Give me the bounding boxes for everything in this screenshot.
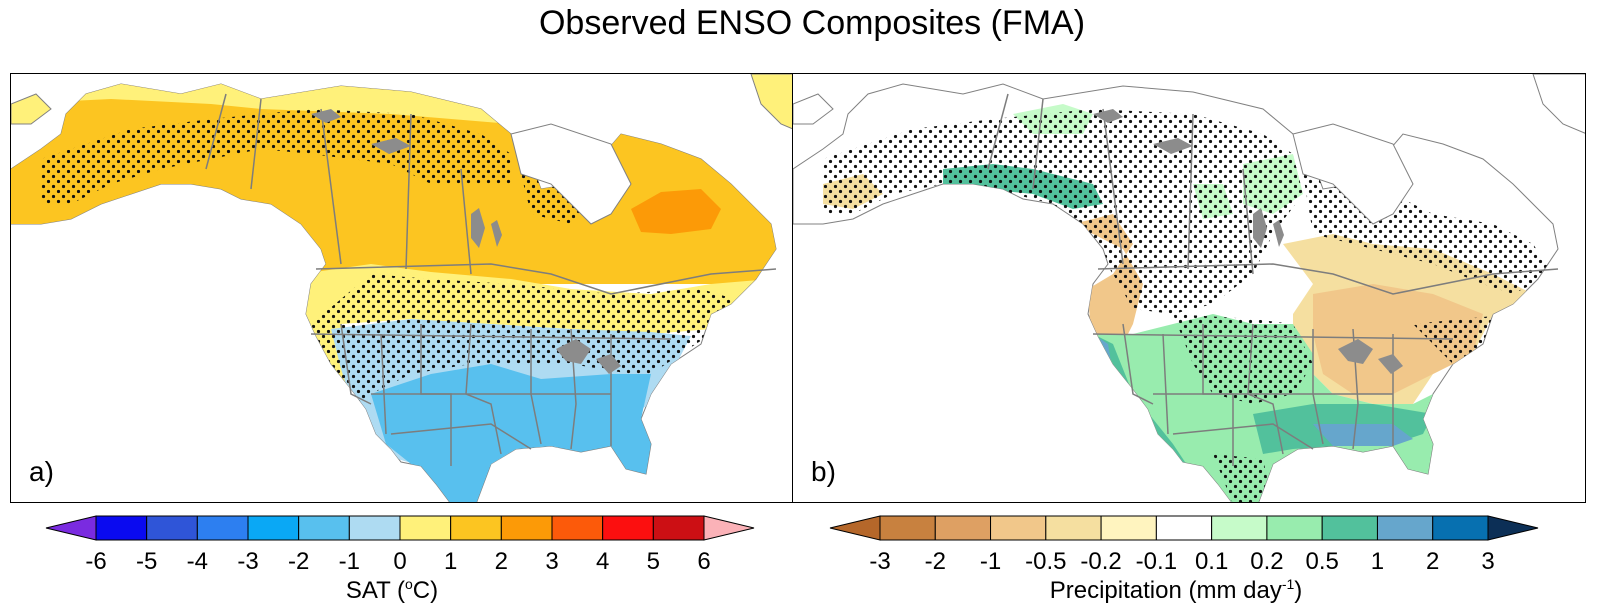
sat-colorbar: -6 -5 -4 -3 -2 -1 0 1 2 3 4 5 6 SAT (oC): [40, 514, 760, 614]
precip-colorbar-swatch: [1266, 515, 1323, 541]
sat-colorbar-tick-label: 0: [393, 548, 407, 575]
sat-colorbar-tick-label: -6: [85, 548, 107, 575]
panel-a-label: a): [29, 456, 54, 487]
precip-colorbar-swatch: [1155, 515, 1213, 541]
precip-colorbar-tick-label: 1: [1370, 548, 1385, 575]
precip-colorbar-label: Precipitation (mm day-1): [1049, 576, 1303, 604]
sat-colorbar-tick-label: 5: [646, 548, 661, 575]
precip-colorbar-swatch-low: [829, 515, 881, 541]
precip-colorbar-swatch: [1432, 515, 1489, 541]
precip-colorbar: -3 -2 -1 -0.5 -0.2 -0.1 0.1 0.2 0.5 1 2 3 Precipita…: [824, 514, 1544, 614]
precip-colorbar-swatch-high: [1487, 515, 1539, 541]
sat-colorbar-label: SAT (oC): [345, 576, 439, 604]
precip-colorbar-swatch: [1376, 515, 1434, 541]
sat-colorbar-swatch: [652, 515, 705, 541]
sat-hot-region: [631, 189, 721, 234]
sat-colorbar-tick-label: -3: [237, 548, 259, 575]
sat-colorbar-swatches: [45, 515, 755, 541]
sat-colorbar-swatch: [551, 515, 604, 541]
precip-map: [793, 74, 1585, 502]
precip-colorbar-swatch: [1100, 515, 1157, 541]
sat-colorbar-swatch: [450, 515, 502, 541]
figure-title: Observed ENSO Composites (FMA): [538, 4, 1086, 42]
sat-colorbar-tick-label: 1: [443, 548, 458, 575]
precip-colorbar-tick-label: 3: [1481, 548, 1495, 575]
precip-colorbar-swatch: [1321, 515, 1378, 541]
precip-borders: [987, 93, 1559, 466]
precip-colorbar-swatch: [1045, 515, 1102, 541]
sat-lakes: [311, 109, 621, 374]
sat-colorbar-swatch: [95, 515, 148, 541]
sat-colorbar-swatch-high: [703, 515, 755, 541]
sat-colorbar-swatch: [500, 515, 553, 541]
precip-colorbar-tick-label: -1: [979, 548, 1002, 575]
sat-cool-region: [371, 364, 651, 502]
sat-colorbar-swatch: [298, 515, 350, 541]
precip-map-panel: b): [792, 73, 1586, 503]
precip-colorbar-swatch: [879, 515, 936, 541]
precip-wet-blue-region: [1313, 424, 1413, 446]
sat-map-panel: a): [10, 73, 804, 503]
precip-colorbar-tick-label: -0.2: [1080, 548, 1122, 575]
sat-colorbar-swatch-low: [45, 515, 97, 541]
sat-colorbar-swatch: [146, 515, 198, 541]
sat-colorbar-swatch: [602, 515, 654, 541]
precip-colorbar-tick-label: -0.5: [1025, 548, 1067, 575]
sat-colorbar-tick-label: -4: [186, 548, 208, 575]
sat-colorbar-swatch: [247, 515, 300, 541]
precip-colorbar-tick-label: 0.2: [1250, 548, 1284, 575]
precip-colorbar-swatch: [990, 515, 1047, 541]
hudson-bay-region: [510, 123, 632, 225]
precip-wet-region: [1088, 314, 1433, 502]
precip-colorbar-swatch: [934, 515, 992, 541]
precip-colorbar-swatches: [829, 515, 1539, 541]
precip-colorbar-tick-label: 0.5: [1305, 548, 1339, 575]
sat-map: [11, 74, 803, 502]
precip-colorbar-tick-label: 0.1: [1194, 548, 1229, 575]
sat-colorbar-swatch: [196, 515, 249, 541]
panel-b-label: b): [811, 456, 836, 487]
precip-colorbar-swatch: [1211, 515, 1268, 541]
sat-colorbar-tick-label: 2: [494, 548, 509, 575]
sat-colorbar-swatch: [399, 515, 452, 541]
sat-colorbar-tick-label: 4: [595, 548, 610, 575]
precip-colorbar-tick-label: -3: [869, 548, 891, 575]
precip-lakes: [1093, 109, 1403, 374]
precip-colorbar-tick-label: -0.1: [1135, 548, 1178, 575]
sat-colorbar-tick-label: -1: [338, 548, 360, 575]
sat-colorbar-tick-label: -2: [287, 548, 310, 575]
sat-colorbar-tick-label: 3: [545, 548, 559, 575]
precip-colorbar-tick-label: -2: [924, 548, 946, 575]
sat-colorbar-tick-label: -5: [135, 548, 158, 575]
sat-colorbar-swatch: [348, 515, 401, 541]
sat-colorbar-tick-label: 6: [697, 548, 711, 575]
precip-colorbar-tick-label: 2: [1426, 548, 1440, 575]
